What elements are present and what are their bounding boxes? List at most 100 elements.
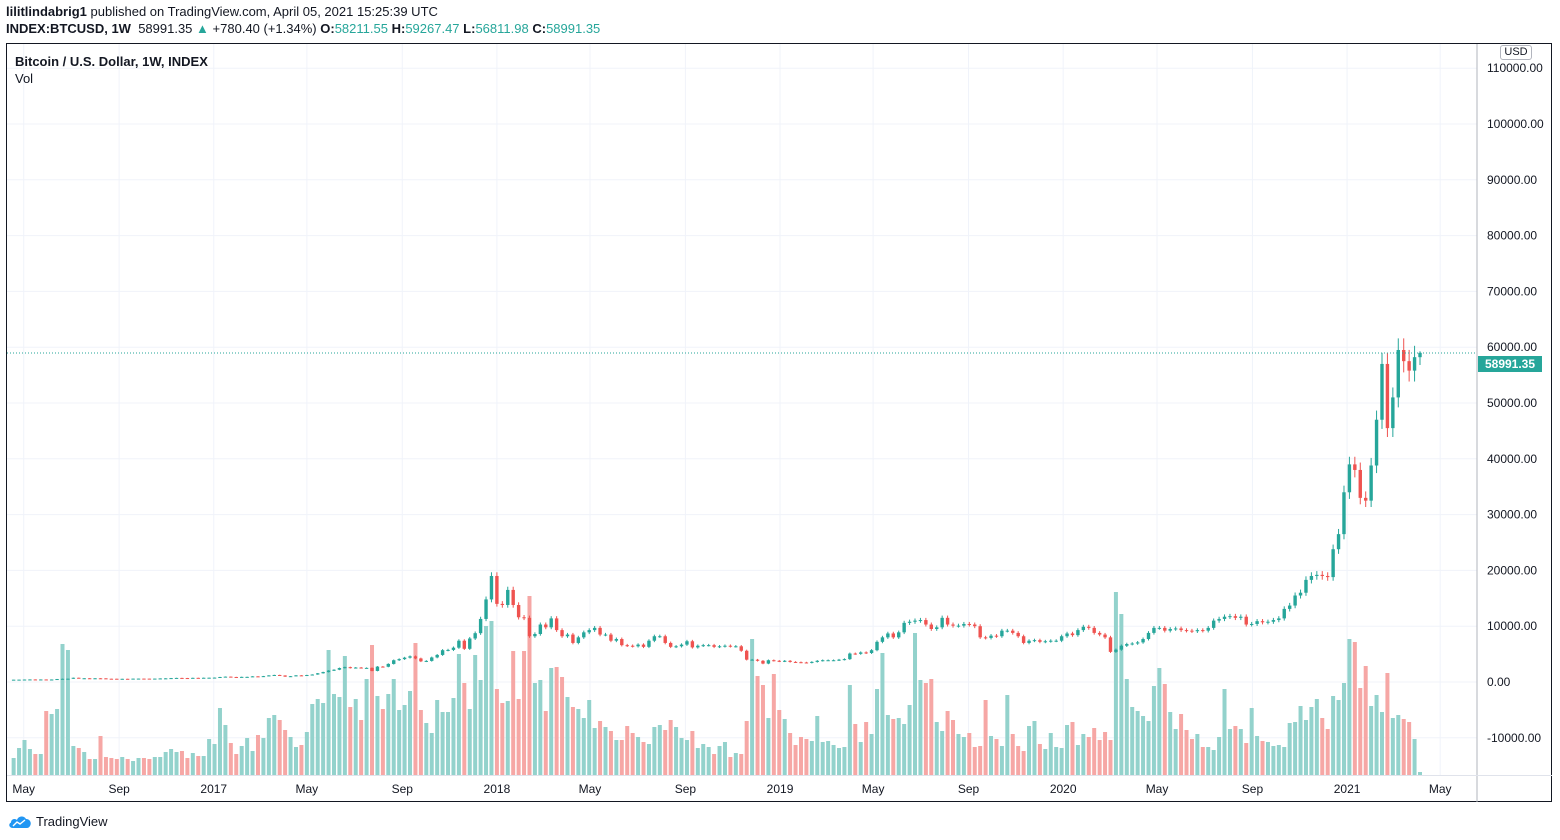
volume-bar bbox=[1124, 679, 1129, 775]
candle-body bbox=[419, 658, 423, 662]
candle-body bbox=[1076, 630, 1080, 636]
candle-body bbox=[842, 659, 847, 661]
currency-button[interactable]: USD bbox=[1500, 45, 1532, 60]
volume-bar bbox=[560, 677, 565, 775]
volume-bar bbox=[739, 754, 744, 775]
candle-body bbox=[924, 620, 928, 625]
candle-body bbox=[359, 667, 363, 669]
volume-bar bbox=[592, 728, 597, 775]
volume-bar bbox=[565, 697, 570, 775]
high-value: 59267.47 bbox=[405, 21, 460, 36]
volume-bar bbox=[1336, 700, 1341, 775]
volume-bar bbox=[652, 727, 657, 775]
y-tick-label: -10000.00 bbox=[1487, 731, 1541, 745]
candle-body bbox=[305, 675, 309, 677]
volume-bar bbox=[332, 694, 336, 775]
volume-bar bbox=[120, 757, 125, 775]
candle-body bbox=[250, 676, 255, 678]
volume-bar bbox=[207, 739, 212, 775]
volume-bar bbox=[1037, 744, 1042, 775]
candle-body bbox=[39, 679, 43, 681]
candle-body bbox=[701, 645, 705, 647]
volume-bar bbox=[1075, 745, 1080, 775]
candle-body bbox=[679, 644, 684, 647]
candle-body bbox=[1000, 630, 1004, 637]
volume-bar bbox=[934, 722, 939, 775]
candle-body bbox=[207, 677, 211, 679]
chart-pane[interactable] bbox=[6, 43, 1552, 802]
volume-bar bbox=[929, 679, 934, 775]
candle-body bbox=[804, 662, 809, 664]
candle-body bbox=[98, 678, 103, 680]
candle-body bbox=[853, 653, 857, 655]
volume-bar bbox=[1369, 706, 1374, 775]
volume-bar bbox=[261, 738, 266, 775]
volume-bar bbox=[1298, 706, 1303, 775]
volume-bar bbox=[543, 711, 548, 775]
volume-bar bbox=[1065, 725, 1070, 775]
candle-body bbox=[1103, 634, 1107, 638]
volume-bar bbox=[994, 739, 999, 775]
x-tick-label: Sep bbox=[1242, 782, 1264, 796]
candle-body bbox=[451, 647, 456, 650]
candle-body bbox=[755, 659, 760, 661]
volume-bar bbox=[348, 707, 353, 775]
symbol-label: INDEX:BTCUSD, 1W bbox=[6, 21, 131, 36]
candle-body bbox=[316, 673, 320, 675]
x-tick-label: May bbox=[862, 782, 885, 796]
candle-body bbox=[1287, 605, 1292, 609]
candle-body bbox=[668, 642, 673, 647]
candle-body bbox=[1059, 636, 1064, 641]
volume-bar bbox=[869, 734, 874, 775]
volume-bar bbox=[494, 689, 499, 775]
open-label: O: bbox=[320, 21, 335, 36]
candle-body bbox=[1304, 579, 1308, 593]
volume-bar bbox=[212, 744, 217, 775]
volume-bar bbox=[1396, 715, 1401, 775]
footer-brand[interactable]: TradingView bbox=[8, 814, 108, 829]
volume-bar bbox=[1276, 745, 1281, 775]
volume-bar bbox=[196, 756, 201, 775]
volume-bar bbox=[1217, 737, 1222, 775]
candle-body bbox=[28, 679, 32, 681]
author-name[interactable]: lilitlindabrig1 bbox=[6, 4, 87, 19]
volume-bar bbox=[386, 694, 391, 775]
candle-body bbox=[951, 624, 955, 626]
low-value: 56811.98 bbox=[475, 21, 529, 36]
volume-bar bbox=[1293, 722, 1298, 775]
volume-bar bbox=[608, 731, 613, 775]
volume-bar bbox=[1412, 739, 1417, 775]
candle-body bbox=[1309, 575, 1314, 580]
volume-bar bbox=[674, 727, 679, 775]
candle-body bbox=[299, 675, 304, 677]
candle-body bbox=[1266, 621, 1270, 623]
volume-bar bbox=[956, 734, 961, 775]
volume-bar bbox=[793, 745, 798, 775]
candle-body bbox=[93, 678, 97, 680]
candle-body bbox=[1407, 361, 1411, 371]
volume-bar bbox=[750, 639, 755, 775]
x-tick-label: Sep bbox=[392, 782, 414, 796]
volume-bar bbox=[266, 718, 271, 775]
candle-body bbox=[1298, 592, 1303, 596]
candle-body bbox=[489, 575, 494, 600]
candle-body bbox=[897, 632, 901, 638]
candle-body bbox=[180, 677, 184, 679]
candle-body bbox=[1206, 627, 1210, 631]
candle-body bbox=[1211, 620, 1216, 628]
candle-body bbox=[33, 679, 38, 681]
volume-bar bbox=[880, 653, 885, 775]
price-change: +780.40 (+1.34%) bbox=[212, 21, 317, 36]
y-tick-label: 0.00 bbox=[1487, 675, 1511, 689]
candle-body bbox=[967, 623, 972, 625]
candle-body bbox=[440, 650, 445, 655]
candle-body bbox=[392, 660, 396, 664]
candle-body bbox=[869, 650, 874, 653]
candle-body bbox=[831, 660, 836, 662]
candle-body bbox=[468, 638, 472, 649]
low-label: L: bbox=[463, 21, 476, 36]
volume-bar bbox=[1179, 714, 1184, 775]
candle-body bbox=[750, 659, 754, 661]
volume-bar bbox=[402, 705, 407, 775]
